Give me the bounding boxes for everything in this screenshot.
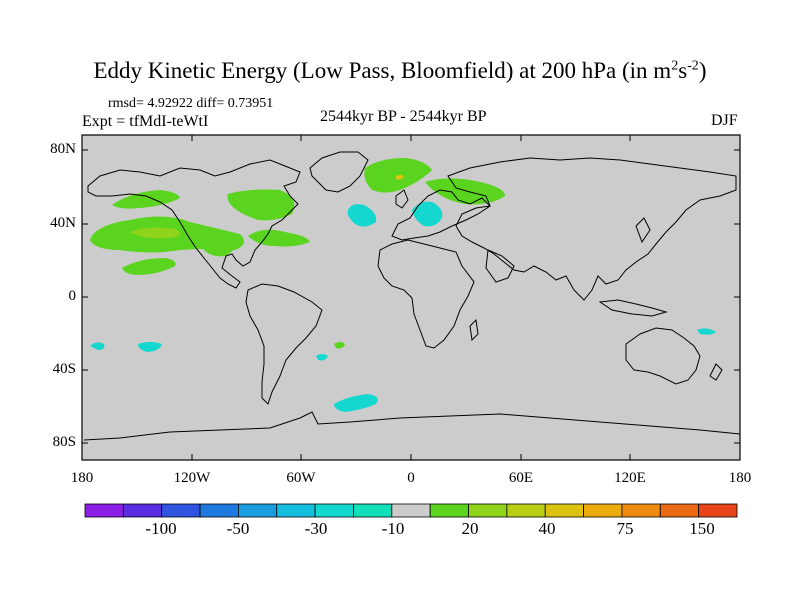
antarctica-coast [83, 411, 741, 441]
south-atlantic-green [334, 342, 345, 349]
australia-coast [625, 327, 701, 385]
colorbar-swatch [276, 503, 316, 518]
lon-label-180e: 180 [728, 470, 752, 486]
colorbar-swatch [429, 503, 469, 518]
coastlines [83, 151, 741, 441]
colorbar-label: -10 [381, 519, 405, 538]
lat-label-40n: 40N [50, 215, 76, 231]
colorbar-label: 20 [461, 519, 479, 538]
map-title: Eddy Kinetic Energy (Low Pass, Bloomfiel… [93, 58, 707, 83]
lat-label-40s: 40S [52, 361, 76, 377]
colorbar-label: 150 [689, 519, 715, 538]
north-atlantic-core [396, 174, 404, 180]
colorbar-swatch [583, 503, 623, 518]
asia-coast [447, 157, 737, 301]
lon-label-120w: 120W [173, 470, 211, 486]
colorbar-swatch [468, 503, 508, 518]
south-pacific-anomaly-2 [138, 342, 162, 352]
us-anomaly [200, 237, 237, 257]
scandinavia-anomaly [425, 178, 505, 205]
colorbar-swatch [621, 503, 661, 518]
japan-coast [635, 217, 651, 244]
subtropical-pacific-anomaly [122, 258, 176, 275]
colorbar [84, 503, 738, 518]
lon-label-120e: 120E [614, 470, 646, 486]
season-label: DJF [711, 112, 738, 129]
experiment-label: Expt = tfMdI-teWtI [82, 113, 209, 130]
colorbar-swatch [698, 503, 738, 518]
period-label: 2544kyr BP - 2544kyr BP [320, 108, 487, 125]
new-zealand-coast [709, 363, 723, 381]
europe-coast [391, 189, 491, 241]
colorbar-swatch [122, 503, 163, 518]
lat-label-80n: 80N [50, 141, 76, 157]
stats-label: rmsd= 4.92922 diff= 0.73951 [108, 96, 274, 111]
southern-ocean-anomaly [334, 394, 378, 412]
madagascar-coast [469, 318, 479, 342]
colorbar-swatch [84, 503, 124, 518]
colorbar-swatch [506, 503, 546, 518]
colorbar-swatch [353, 503, 393, 518]
atlantic-jet-anomaly [248, 229, 310, 247]
colorbar-swatch [314, 503, 354, 518]
negative-anomaly-regions [90, 201, 716, 412]
colorbar-label: 75 [616, 519, 634, 538]
lat-label-80s: 80S [52, 434, 76, 450]
lon-label-60w: 60W [286, 470, 316, 486]
colorbar-swatch [238, 503, 278, 518]
colorbar-swatch [391, 503, 431, 518]
south-pacific-anomaly-1 [90, 342, 105, 350]
tasman-anomaly [697, 328, 716, 335]
north-america-anomaly [227, 189, 295, 221]
lon-label-180w: 180 [70, 470, 94, 486]
africa-coast [377, 239, 475, 349]
lon-label-0: 0 [407, 470, 415, 486]
lat-label-0: 0 [68, 288, 77, 304]
colorbar-swatch [161, 503, 201, 518]
axis-ticks [82, 135, 740, 460]
colorbar-label: -30 [304, 519, 328, 538]
indonesia-coast [598, 299, 668, 317]
colorbar-swatch [199, 503, 239, 518]
north-america-coast [87, 159, 301, 289]
europe-anomaly [412, 201, 443, 227]
colorbar-swatch [659, 503, 700, 518]
argentina-anomaly [316, 354, 328, 361]
colorbar-label: -50 [226, 519, 250, 538]
colorbar-label: 40 [538, 519, 556, 538]
arabia-coast [485, 249, 515, 283]
positive-anomaly-regions [90, 158, 505, 349]
colorbar-label: -100 [145, 519, 177, 538]
mid-atlantic-anomaly [347, 204, 377, 227]
north-pacific-core [130, 227, 181, 239]
uk-coast [395, 189, 409, 209]
south-america-coast [245, 283, 323, 405]
greenland-coast [309, 151, 369, 193]
lon-label-60e: 60E [508, 470, 534, 486]
colorbar-swatch [544, 503, 584, 518]
